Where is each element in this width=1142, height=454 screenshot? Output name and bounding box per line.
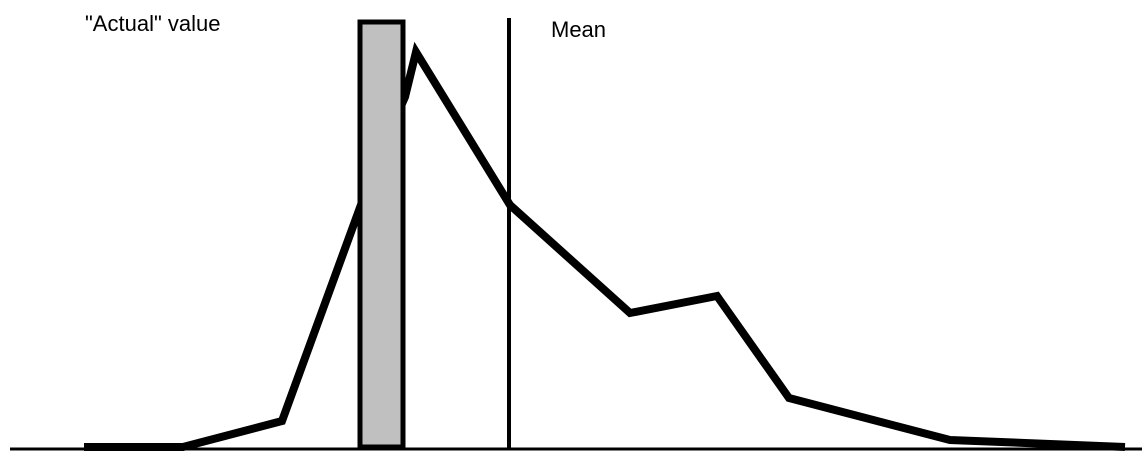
distribution-curve xyxy=(84,52,1125,447)
actual-value-bar xyxy=(360,22,403,447)
actual-value-label: "Actual" value xyxy=(85,13,220,35)
mean-label: Mean xyxy=(551,19,606,41)
